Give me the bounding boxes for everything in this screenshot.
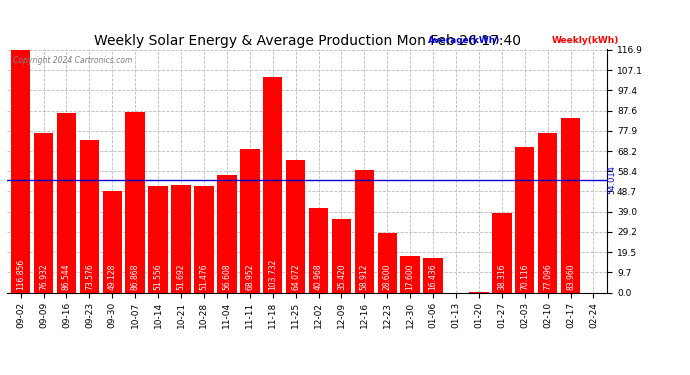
- Bar: [57, 113, 76, 292]
- Text: 116.856: 116.856: [16, 259, 25, 290]
- Text: Weekly(kWh): Weekly(kWh): [552, 36, 620, 45]
- Text: Average(kWh): Average(kWh): [428, 36, 500, 45]
- Text: 83.960: 83.960: [566, 264, 575, 290]
- Text: 16.436: 16.436: [428, 264, 437, 290]
- Bar: [148, 186, 168, 292]
- Bar: [240, 150, 259, 292]
- Text: 86.868: 86.868: [130, 264, 139, 290]
- Bar: [171, 185, 190, 292]
- Text: 28.600: 28.600: [383, 264, 392, 290]
- Bar: [286, 160, 306, 292]
- Bar: [515, 147, 535, 292]
- Text: 49.128: 49.128: [108, 264, 117, 290]
- Text: Copyright 2024 Cartronics.com: Copyright 2024 Cartronics.com: [13, 56, 132, 65]
- Text: 68.952: 68.952: [245, 264, 255, 290]
- Text: 40.968: 40.968: [314, 264, 323, 290]
- Text: 51.692: 51.692: [177, 264, 186, 290]
- Text: 77.096: 77.096: [543, 264, 552, 290]
- Bar: [492, 213, 511, 292]
- Bar: [126, 112, 145, 292]
- Bar: [194, 186, 214, 292]
- Text: 73.576: 73.576: [85, 264, 94, 290]
- Text: 58.912: 58.912: [359, 264, 369, 290]
- Text: 70.116: 70.116: [520, 264, 529, 290]
- Text: 103.732: 103.732: [268, 259, 277, 290]
- Bar: [308, 207, 328, 292]
- Text: 76.932: 76.932: [39, 264, 48, 290]
- Text: 17.600: 17.600: [406, 264, 415, 290]
- Text: 64.072: 64.072: [291, 264, 300, 290]
- Text: 38.316: 38.316: [497, 264, 506, 290]
- Title: Weekly Solar Energy & Average Production Mon Feb 26 17:40: Weekly Solar Energy & Average Production…: [94, 34, 520, 48]
- Bar: [400, 256, 420, 292]
- Bar: [424, 258, 443, 292]
- Text: 86.544: 86.544: [62, 264, 71, 290]
- Text: 56.608: 56.608: [222, 264, 231, 290]
- Bar: [79, 140, 99, 292]
- Text: 35.420: 35.420: [337, 264, 346, 290]
- Text: 51.556: 51.556: [154, 264, 163, 290]
- Bar: [263, 77, 282, 292]
- Bar: [332, 219, 351, 292]
- Text: 54.014: 54.014: [0, 165, 1, 194]
- Bar: [217, 175, 237, 292]
- Bar: [34, 133, 53, 292]
- Bar: [561, 118, 580, 292]
- Bar: [538, 132, 558, 292]
- Text: 51.476: 51.476: [199, 264, 208, 290]
- Bar: [11, 50, 30, 292]
- Text: 54.014: 54.014: [608, 165, 617, 194]
- Bar: [103, 190, 122, 292]
- Bar: [355, 170, 374, 292]
- Bar: [377, 233, 397, 292]
